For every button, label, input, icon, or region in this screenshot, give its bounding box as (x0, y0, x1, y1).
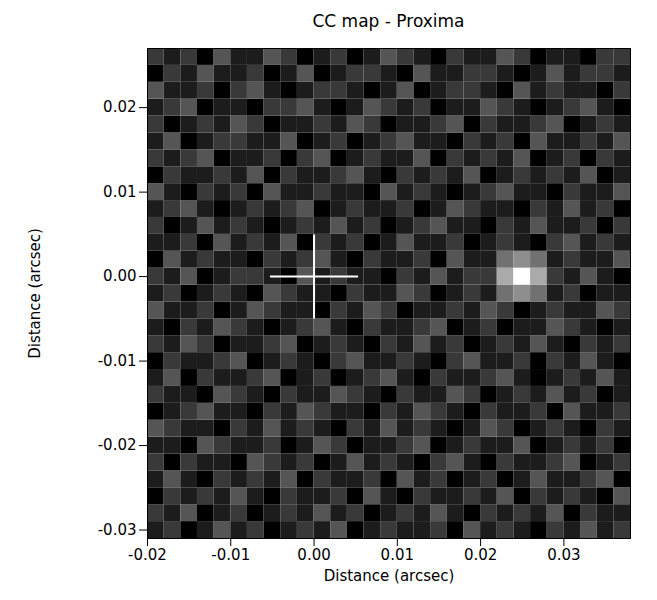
svg-text:Distance (arcsec): Distance (arcsec) (324, 567, 455, 585)
svg-text:-0.01: -0.01 (98, 352, 137, 370)
svg-text:0.02: 0.02 (464, 546, 497, 564)
svg-text:-0.01: -0.01 (211, 546, 250, 564)
svg-text:-0.02: -0.02 (128, 546, 167, 564)
html-text:CC map - Proxima: CC map - Proxima (312, 11, 465, 31)
svg-text:0.03: 0.03 (547, 546, 580, 564)
svg-text:-0.03: -0.03 (98, 521, 137, 539)
svg-text:0.01: 0.01 (381, 546, 414, 564)
svg-text:Distance (arcsec): Distance (arcsec) (26, 228, 44, 359)
svg-text:0.02: 0.02 (103, 98, 136, 116)
svg-text:-0.02: -0.02 (98, 436, 137, 454)
svg-text:0.00: 0.00 (103, 267, 136, 285)
svg-text:0.01: 0.01 (103, 183, 136, 201)
svg-text:0.00: 0.00 (297, 546, 330, 564)
